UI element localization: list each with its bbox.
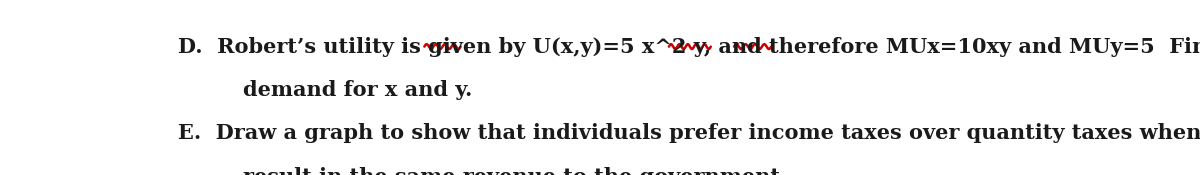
Text: E.  Draw a graph to show that individuals prefer income taxes over quantity taxe: E. Draw a graph to show that individuals…: [178, 123, 1200, 143]
Text: D.  Robert’s utility is given by U(x,y)=5 x^2 y, and therefore MUx=10xy and MUy=: D. Robert’s utility is given by U(x,y)=5…: [178, 37, 1200, 57]
Text: demand for x and y.: demand for x and y.: [242, 80, 473, 100]
Text: result in the same revenue to the government.: result in the same revenue to the govern…: [242, 167, 787, 175]
